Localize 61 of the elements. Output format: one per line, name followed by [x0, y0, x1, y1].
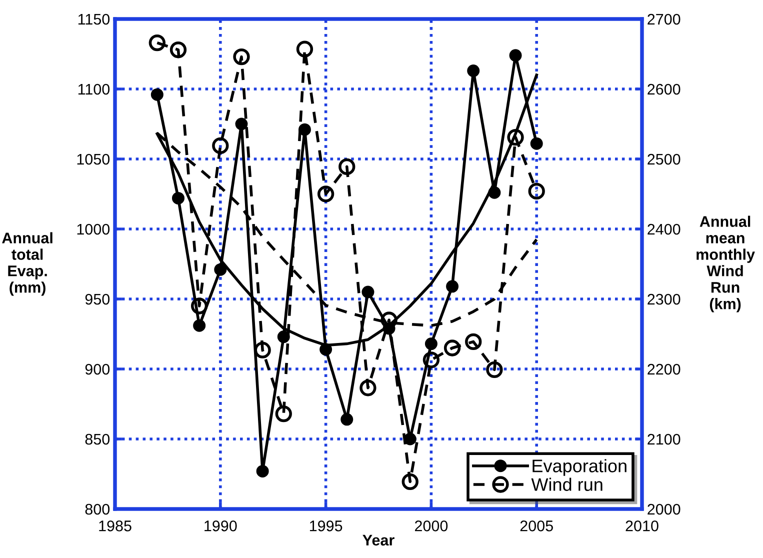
point: [256, 464, 269, 478]
y-tick-label: 850: [85, 434, 110, 445]
point: [254, 342, 271, 358]
point: [235, 118, 248, 130]
point: [530, 137, 543, 150]
point: [233, 48, 250, 66]
x-tick-label: 1995: [310, 520, 342, 532]
point: [277, 330, 290, 344]
y2-tick-label: 2500: [648, 154, 680, 165]
point: [467, 64, 480, 78]
point: [172, 192, 184, 204]
point: [298, 123, 311, 136]
y-axis-title: Annual total Evap. (mm): [2, 232, 52, 296]
y2-axis-title: Annual mean monthly Wind Run (km): [696, 216, 755, 312]
point: [170, 41, 187, 58]
y-tick-label: 1150: [78, 14, 110, 25]
y2-tick-label: 2200: [648, 364, 680, 375]
y-tick-label: 1100: [78, 84, 110, 95]
y2-tick-label: 2700: [648, 14, 680, 25]
y2-tick-label: 2400: [648, 224, 680, 235]
y-tick-label: 800: [85, 504, 110, 515]
x-tick-label: 2005: [520, 520, 553, 532]
point: [317, 186, 334, 202]
y2-tick-label: 2000: [648, 504, 680, 515]
point: [190, 298, 208, 314]
point: [275, 405, 292, 422]
x-tick-label: 1985: [99, 520, 132, 532]
point: [150, 88, 164, 101]
point: [338, 158, 356, 176]
point: [212, 137, 229, 154]
point: [465, 333, 482, 350]
point: [509, 49, 522, 62]
legend-label: Wind run: [531, 478, 602, 491]
y2-tick-label: 2600: [648, 84, 680, 95]
point: [340, 413, 354, 426]
point: [422, 352, 440, 368]
y-tick-label: 1000: [77, 224, 110, 235]
point: [486, 361, 503, 378]
point: [528, 182, 545, 200]
point: [402, 473, 418, 490]
point: [296, 40, 314, 58]
y-tick-label: 900: [85, 364, 110, 375]
y2-tick-label: 2100: [648, 434, 680, 445]
legend-label: Evaporation: [532, 459, 626, 476]
point: [193, 319, 206, 332]
point: [360, 380, 376, 396]
x-tick-label: 1990: [204, 520, 237, 532]
y-tick-label: 1050: [77, 154, 110, 165]
point: [424, 338, 438, 350]
y2-tick-label: 2300: [648, 294, 680, 305]
point: [404, 432, 416, 446]
point: [446, 280, 459, 293]
point: [214, 263, 227, 276]
x-tick-label: 2000: [414, 520, 448, 532]
point: [444, 340, 461, 356]
point: [148, 34, 166, 52]
x-axis-title: Year: [362, 534, 394, 546]
x-tick-label: 2010: [626, 520, 658, 532]
point: [362, 286, 374, 298]
point: [507, 128, 524, 146]
y-tick-label: 950: [85, 294, 110, 305]
